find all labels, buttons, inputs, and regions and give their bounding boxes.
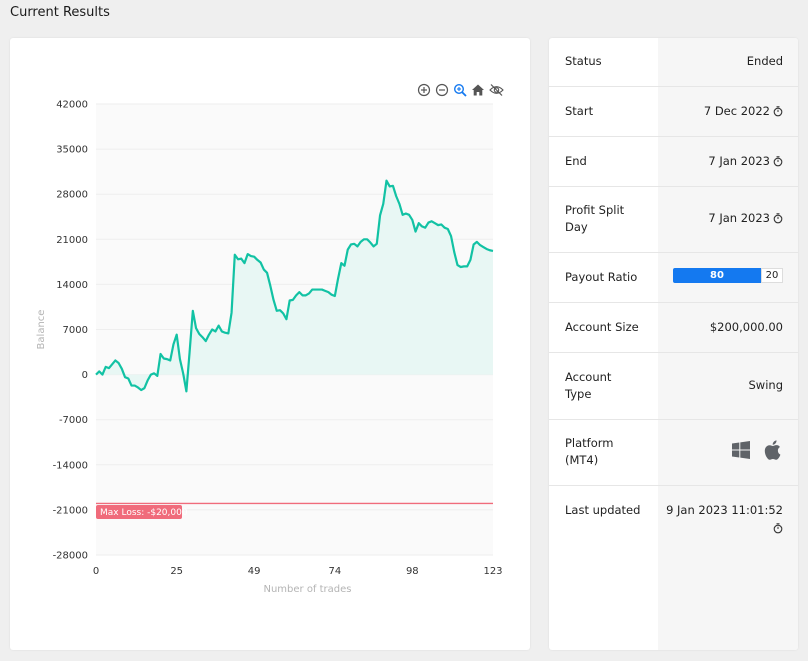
detail-row-account-type: Account Type Swing <box>549 353 798 420</box>
clock-icon <box>773 213 783 224</box>
x-tick-label: 98 <box>406 566 419 577</box>
account-details-card: Status Ended Start 7 Dec 2022 End 7 Jan … <box>549 38 798 650</box>
y-tick-label: 21000 <box>56 235 88 246</box>
x-tick-label: 123 <box>483 566 502 577</box>
series-area <box>96 180 493 392</box>
profit-split-day-label: Profit Split Day <box>565 203 625 234</box>
clock-icon <box>773 106 783 117</box>
chart-toolbar <box>416 82 504 98</box>
reset-home-icon[interactable] <box>470 82 486 98</box>
account-size-label: Account Size <box>565 320 639 334</box>
y-tick-label: -28000 <box>53 551 88 562</box>
platform-icons <box>732 440 781 460</box>
windows-icon[interactable] <box>732 441 750 459</box>
payout-ratio-label: Payout Ratio <box>565 270 638 284</box>
payout-trader-share: 80 <box>673 268 761 283</box>
detail-row-platform: Platform (MT4) <box>549 420 798 486</box>
selection-zoom-icon[interactable] <box>452 82 468 98</box>
clock-icon <box>773 156 783 167</box>
x-tick-label: 74 <box>328 566 341 577</box>
balance-series-line <box>95 179 494 393</box>
y-tick-label: -7000 <box>59 415 88 426</box>
zoom-out-icon[interactable] <box>434 82 450 98</box>
end-label: End <box>565 154 587 168</box>
apple-icon[interactable] <box>764 440 781 460</box>
platform-label: Platform (MT4) <box>565 436 614 467</box>
max-loss-label: Max Loss: -$20,000 <box>100 508 188 518</box>
balance-chart-card: 42000 35000 28000 21000 14000 7000 0 -7000 -1400… <box>10 38 530 650</box>
status-label: Status <box>565 54 602 68</box>
end-value: 7 Jan 2023 <box>708 154 770 168</box>
y-tick-label: 14000 <box>56 280 88 291</box>
start-value: 7 Dec 2022 <box>703 104 770 118</box>
start-value-wrap: 7 Dec 2022 <box>704 103 783 120</box>
hide-icon[interactable] <box>488 82 504 98</box>
account-type-label: Account Type <box>565 370 612 401</box>
x-tick-label: 25 <box>170 566 183 577</box>
start-label: Start <box>565 104 594 118</box>
account-size-value: $200,000.00 <box>709 320 783 334</box>
profit-split-day-value: 7 Jan 2023 <box>708 211 770 225</box>
max-loss-label-bg <box>96 504 182 519</box>
clock-icon <box>773 523 783 534</box>
zoom-in-icon[interactable] <box>416 82 432 98</box>
profit-split-day-value-wrap: 7 Jan 2023 <box>708 210 783 227</box>
detail-row-profit-split-day: Profit Split Day 7 Jan 2023 <box>549 187 798 253</box>
detail-row-start: Start 7 Dec 2022 <box>549 87 798 137</box>
y-tick-label: -21000 <box>53 505 88 516</box>
detail-row-payout-ratio: Payout Ratio 80 20 <box>549 253 798 303</box>
y-tick-label: 28000 <box>56 190 88 201</box>
y-tick-label: 42000 <box>56 100 88 111</box>
detail-row-account-size: Account Size $200,000.00 <box>549 303 798 353</box>
end-value-wrap: 7 Jan 2023 <box>708 153 783 170</box>
y-axis-title: Balance <box>36 310 47 350</box>
last-updated-value-wrap: 9 Jan 2023 11:01:52 <box>663 502 783 536</box>
y-tick-label: 7000 <box>63 325 88 336</box>
payout-firm-share: 20 <box>761 268 783 283</box>
y-tick-label: 35000 <box>56 145 88 156</box>
status-value: Ended <box>746 54 783 68</box>
balance-chart: 42000 35000 28000 21000 14000 7000 0 -7000 -1400… <box>36 100 503 596</box>
value-column-background <box>658 38 798 650</box>
account-type-value: Swing <box>748 378 784 392</box>
x-tick-label: 49 <box>248 566 261 577</box>
detail-row-last-updated: Last updated 9 Jan 2023 11:01:52 <box>549 486 798 650</box>
page-title: Current Results <box>10 5 110 20</box>
y-tick-label: 0 <box>82 370 88 381</box>
x-tick-label: 0 <box>93 566 99 577</box>
x-axis-title: Number of trades <box>263 584 351 595</box>
y-tick-label: -14000 <box>53 460 88 471</box>
last-updated-value: 9 Jan 2023 11:01:52 <box>666 503 783 517</box>
detail-row-end: End 7 Jan 2023 <box>549 137 798 187</box>
payout-ratio-bar: 80 20 <box>673 268 783 283</box>
detail-row-status: Status Ended <box>549 38 798 87</box>
last-updated-label: Last updated <box>565 503 641 517</box>
